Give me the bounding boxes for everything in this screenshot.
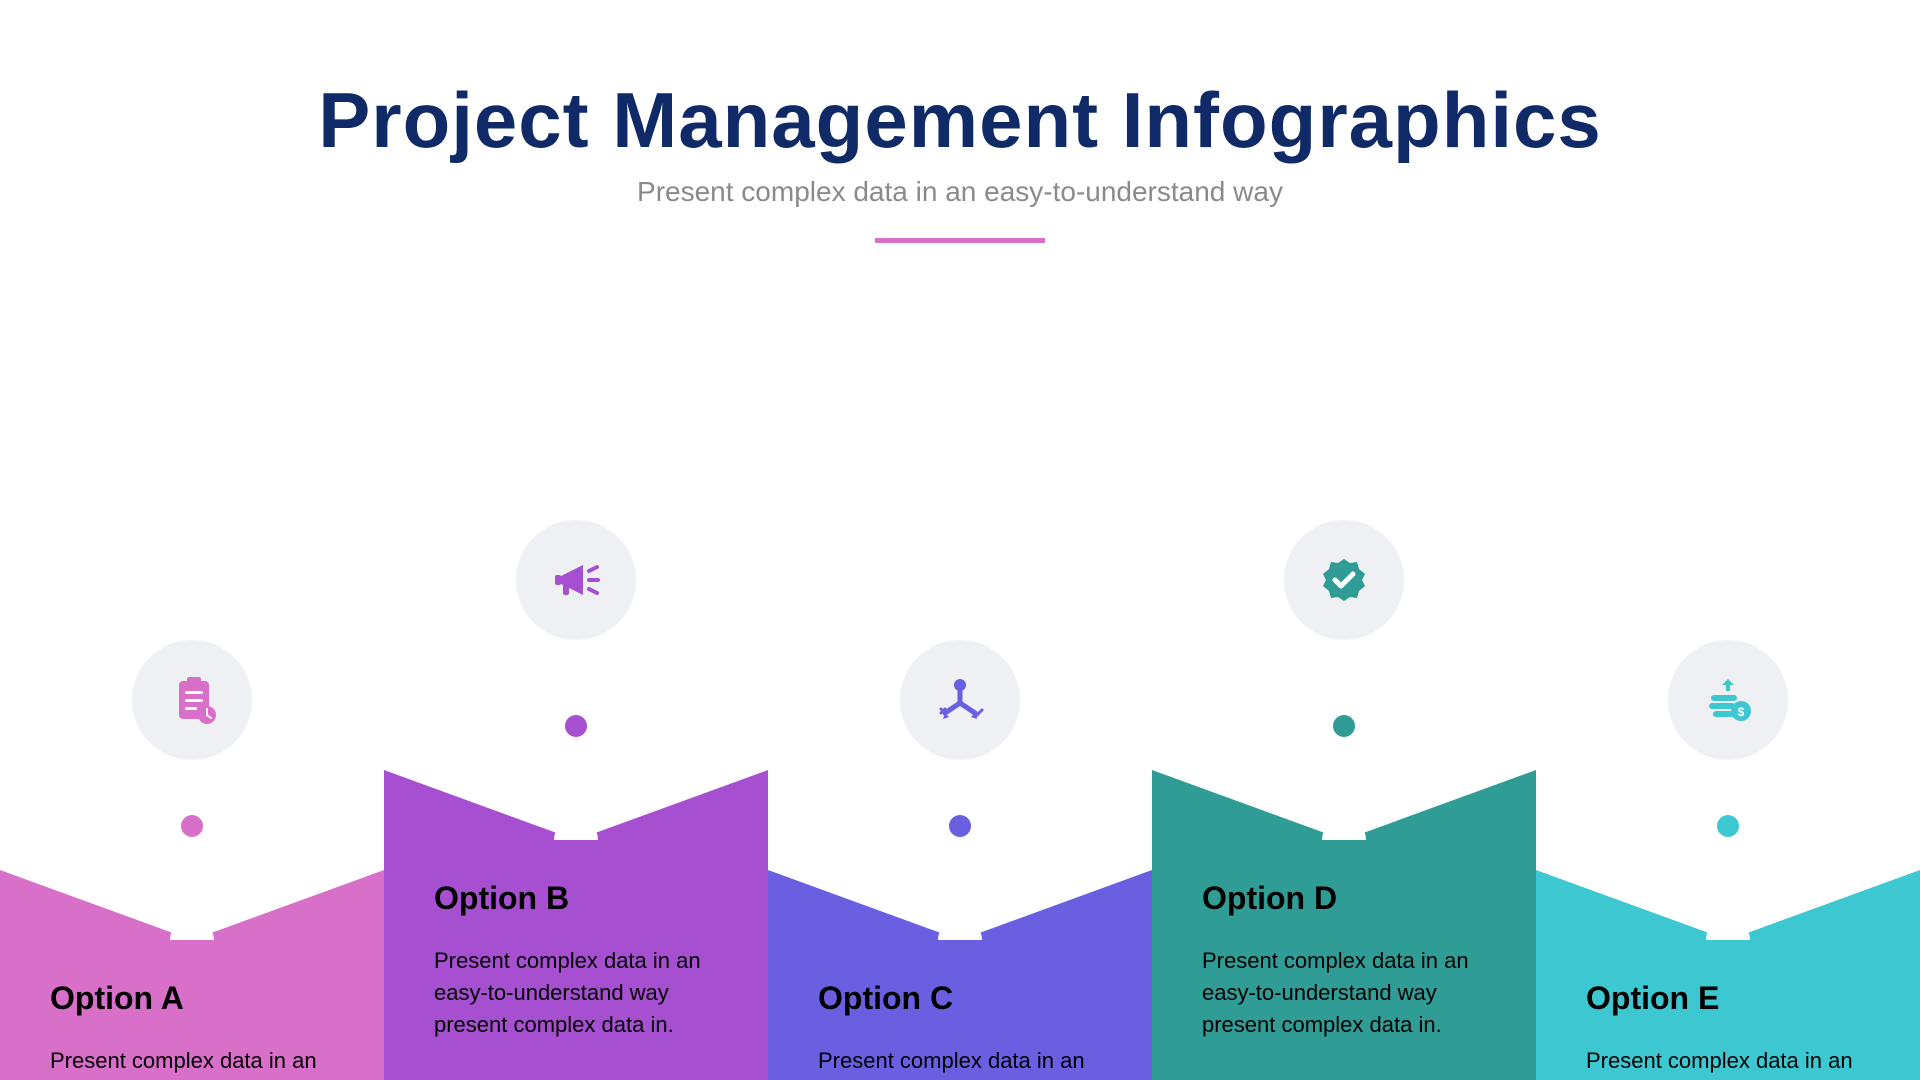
coins-icon [1668,640,1788,760]
option-description: Present complex data in an easy-to-under… [434,945,718,1041]
option-dot [949,815,971,837]
clipboard-icon [132,640,252,760]
options-row: Option A Present complex data in an easy-… [0,300,1920,1080]
option-column-e: Option E Present complex data in an easy-… [1536,300,1920,1080]
option-title: Option D [1202,880,1486,917]
option-description: Present complex data in an easy-to-under… [818,1045,1102,1080]
option-body: Option E Present complex data in an easy-… [1536,980,1920,1080]
option-body: Option C Present complex data in an easy-… [768,980,1152,1080]
option-body: Option A Present complex data in an easy-… [0,980,384,1080]
option-column-d: Option D Present complex data in an easy-… [1152,300,1536,1080]
option-description: Present complex data in an easy-to-under… [1586,1045,1870,1080]
option-title: Option A [50,980,334,1017]
page-title: Project Management Infographics [0,75,1920,166]
option-description: Present complex data in an easy-to-under… [50,1045,334,1080]
option-column-c: Option C Present complex data in an easy-… [768,300,1152,1080]
option-dot [1333,715,1355,737]
page-subtitle: Present complex data in an easy-to-under… [0,176,1920,208]
megaphone-icon [516,520,636,640]
option-title: Option C [818,980,1102,1017]
decision-icon [900,640,1020,760]
option-dot [1717,815,1739,837]
badge-icon [1284,520,1404,640]
option-title: Option E [1586,980,1870,1017]
option-column-b: Option B Present complex data in an easy-… [384,300,768,1080]
option-dot [565,715,587,737]
title-underline [875,238,1045,243]
option-title: Option B [434,880,718,917]
header: Project Management Infographics Present … [0,0,1920,243]
option-body: Option D Present complex data in an easy-… [1152,880,1536,1041]
option-dot [181,815,203,837]
option-column-a: Option A Present complex data in an easy-… [0,300,384,1080]
option-body: Option B Present complex data in an easy-… [384,880,768,1041]
option-description: Present complex data in an easy-to-under… [1202,945,1486,1041]
